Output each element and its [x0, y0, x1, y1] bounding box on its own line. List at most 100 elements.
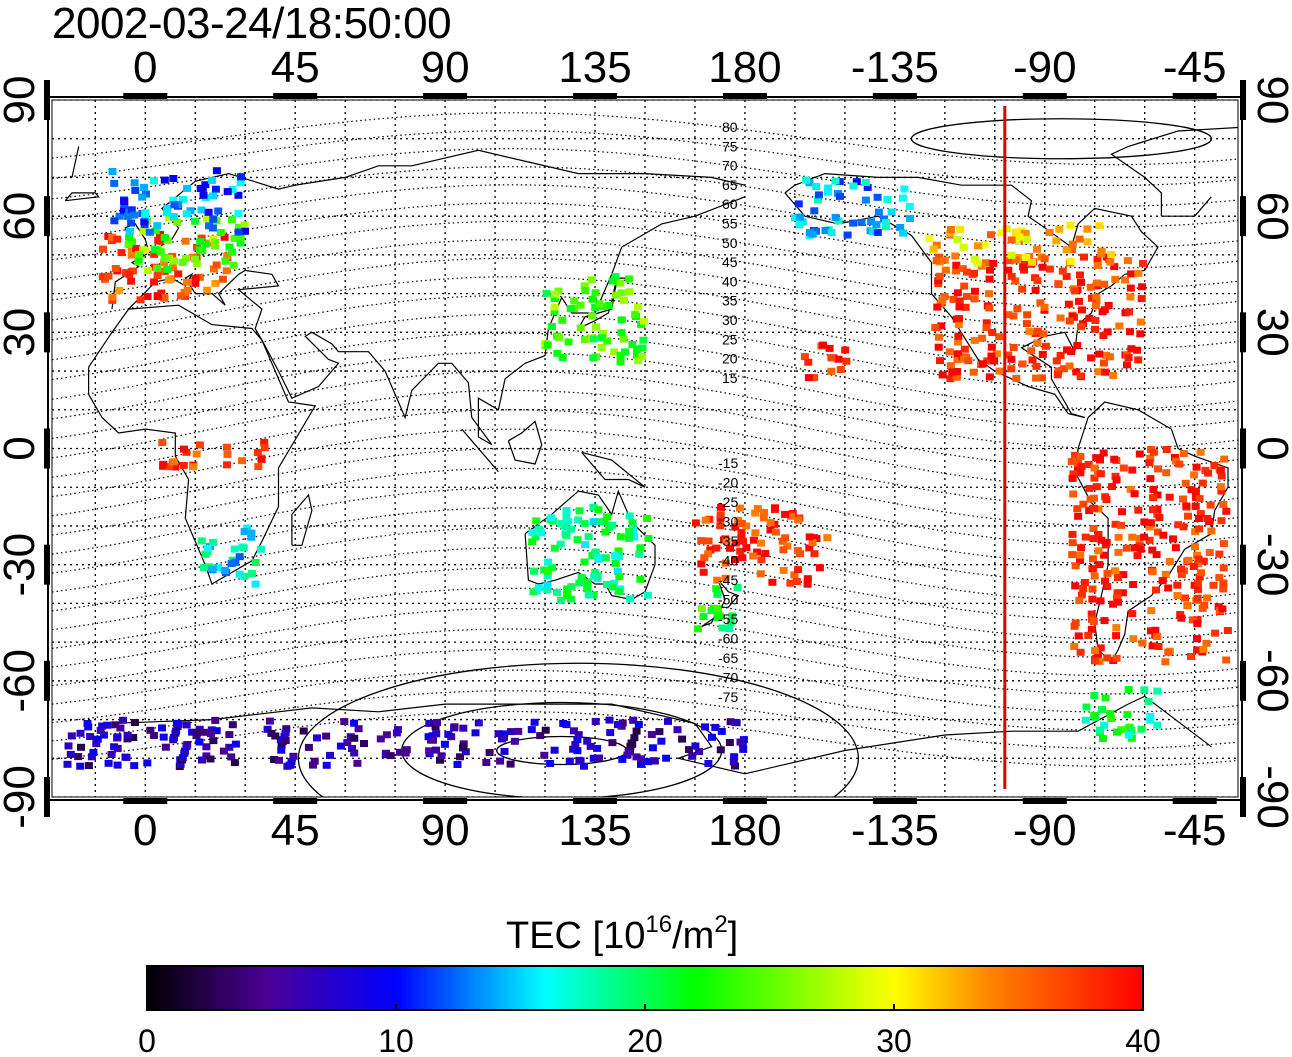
tec-point — [1171, 544, 1180, 552]
tec-point — [662, 754, 671, 762]
coastline — [71, 126, 1238, 217]
tec-point — [1133, 346, 1141, 354]
tec-point — [1089, 618, 1098, 625]
lat-tick-label-left: -60 — [0, 649, 44, 713]
tec-point — [1144, 697, 1153, 705]
tec-point — [643, 591, 652, 599]
tec-point — [1052, 237, 1061, 245]
tec-point — [1081, 716, 1090, 724]
tec-point — [234, 223, 243, 231]
tec-point — [779, 546, 788, 554]
tec-point — [127, 251, 136, 259]
tec-point — [1028, 258, 1036, 266]
tec-point — [628, 341, 637, 348]
lat-tick-label-left: -30 — [0, 533, 44, 597]
tec-point — [1087, 625, 1096, 633]
tec-point — [543, 572, 552, 580]
tec-point — [265, 717, 274, 725]
tec-point — [842, 357, 851, 365]
tec-point — [591, 289, 600, 297]
tec-point — [563, 592, 571, 600]
tec-point — [1187, 653, 1195, 660]
tec-point — [1093, 279, 1102, 287]
magnetic-latitude-line — [52, 389, 1238, 469]
tec-point — [849, 182, 858, 190]
tec-point — [629, 526, 638, 534]
tec-point — [978, 334, 987, 342]
coastline — [461, 428, 499, 473]
tec-point — [376, 735, 385, 743]
tec-point — [1104, 302, 1113, 309]
tec-point — [608, 739, 617, 747]
tec-point — [1056, 351, 1065, 359]
tec-point — [1077, 462, 1086, 470]
tec-point — [113, 733, 122, 741]
tec-point — [616, 358, 625, 366]
tec-point — [230, 234, 239, 242]
tec-point — [573, 747, 582, 755]
tec-point — [531, 533, 540, 541]
tec-point — [825, 344, 834, 352]
tec-point — [576, 324, 585, 332]
tec-point — [111, 265, 120, 272]
tec-point — [1090, 474, 1099, 482]
tec-point — [952, 373, 961, 381]
tec-point — [1199, 646, 1208, 653]
tec-point — [353, 759, 362, 767]
tec-point — [685, 746, 693, 754]
lon-tick-label-top: -45 — [1163, 43, 1227, 92]
tec-point — [934, 333, 943, 341]
tec-point — [751, 509, 760, 517]
tec-point — [1183, 601, 1192, 609]
tec-point — [229, 261, 238, 269]
tec-point — [1193, 635, 1201, 643]
tec-point — [178, 258, 187, 266]
tec-point — [1089, 535, 1098, 543]
tec-point — [159, 460, 168, 468]
tec-point — [313, 734, 321, 742]
magnetic-latitude-label: -55 — [718, 611, 738, 627]
tec-point — [987, 352, 996, 360]
tec-point — [1193, 594, 1202, 602]
tec-point — [883, 195, 892, 203]
tec-point — [1007, 236, 1016, 244]
tec-point — [603, 581, 611, 588]
tec-point — [699, 613, 708, 621]
tec-point — [1096, 597, 1105, 605]
tec-point — [781, 510, 790, 518]
tec-point — [1112, 632, 1121, 640]
tec-point — [1193, 620, 1202, 628]
tec-point — [873, 228, 882, 236]
tec-point — [207, 726, 216, 734]
tec-point — [1088, 585, 1097, 593]
tec-point — [1222, 656, 1231, 664]
tec-point — [731, 556, 740, 563]
tec-point — [1090, 464, 1099, 472]
tec-point — [637, 760, 645, 768]
tec-point — [721, 574, 730, 582]
tec-point — [619, 335, 628, 343]
tec-point — [963, 292, 971, 300]
tec-point — [843, 231, 852, 239]
magnetic-latitude-label: 70 — [722, 158, 738, 174]
polar-contour — [910, 118, 1213, 160]
tec-point — [195, 725, 204, 733]
tec-point — [594, 506, 603, 514]
tec-point — [163, 265, 172, 273]
tec-point — [160, 234, 169, 241]
tec-point — [634, 303, 642, 311]
tec-point — [971, 287, 979, 295]
tec-point — [76, 762, 85, 770]
tec-point — [1032, 362, 1041, 370]
tec-point — [201, 550, 210, 558]
tec-point — [145, 228, 154, 236]
tec-point — [1075, 235, 1084, 243]
tec-point — [234, 228, 243, 236]
lon-tick-mark — [123, 798, 168, 804]
tec-point — [1151, 626, 1160, 634]
tec-point — [954, 338, 963, 346]
tec-point — [528, 529, 537, 537]
tec-point — [170, 257, 178, 265]
tec-point — [500, 747, 509, 755]
tec-point — [108, 233, 117, 241]
